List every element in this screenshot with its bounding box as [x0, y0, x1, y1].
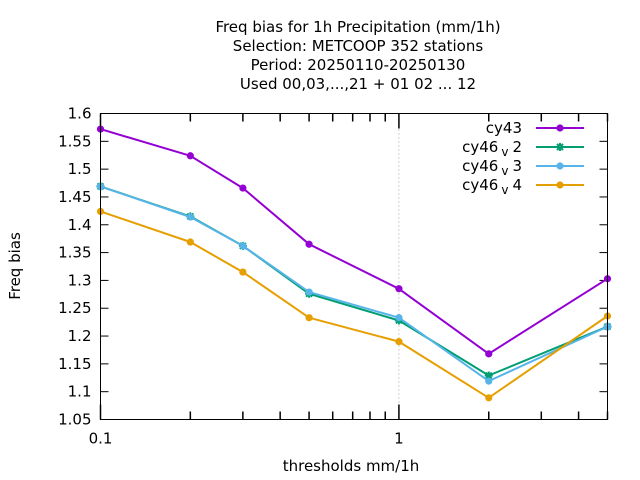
data-point [239, 242, 247, 250]
y-tick-label: 1.55 [58, 132, 91, 150]
y-tick-label: 1.3 [68, 271, 92, 289]
y-tick-label: 1.45 [58, 188, 91, 206]
data-point [186, 238, 194, 246]
series [96, 207, 612, 402]
data-point [485, 350, 493, 358]
data-point [395, 338, 403, 346]
series-line [100, 185, 608, 383]
y-tick-label: 1.35 [58, 244, 91, 262]
data-point [485, 377, 493, 385]
title-line-3: Period: 20250110-20250130 [251, 56, 466, 74]
series [96, 125, 612, 358]
x-axis-label: thresholds mm/1h [283, 457, 420, 475]
legend-entry: cy46 v 3 [462, 157, 584, 178]
y-tick-label: 1.1 [68, 383, 92, 401]
series-layer [96, 125, 612, 402]
x-tick-label: 1 [394, 430, 404, 448]
data-point [556, 143, 564, 151]
data-point [186, 152, 194, 160]
data-point [556, 181, 564, 189]
legend-label: cy43 [486, 119, 522, 137]
legend-label: cy46 v 2 [462, 138, 522, 159]
y-axis-ticks: 1.05 1.1 1.15 1.2 1.25 1.3 1.35 1.4 1.45 1.5 1.55 1… [58, 105, 608, 429]
y-tick-label: 1.15 [58, 355, 91, 373]
y-tick-label: 1.6 [68, 105, 92, 123]
legend-entry: cy46 v 4 [462, 176, 584, 197]
data-point [556, 124, 564, 132]
data-point [556, 162, 564, 170]
title-line-1: Freq bias for 1h Precipitation (mm/1h) [215, 18, 500, 36]
data-point [395, 314, 403, 322]
y-tick-label: 1.25 [58, 299, 91, 317]
series [96, 182, 612, 385]
y-tick-label: 1.4 [68, 216, 92, 234]
y-tick-label: 1.5 [68, 160, 92, 178]
legend-label: cy46 v 4 [462, 176, 522, 197]
plot-frame [100, 113, 608, 420]
chart-title: Freq bias for 1h Precipitation (mm/1h) S… [215, 18, 500, 93]
legend-entry: cy46 v 2 [462, 138, 584, 159]
data-point [186, 213, 194, 221]
data-point [305, 288, 313, 296]
legend-label: cy46 v 3 [462, 157, 522, 178]
title-line-4: Used 00,03,...,21 + 01 02 ... 12 [240, 75, 476, 93]
legend-entry: cy43 [486, 119, 584, 137]
y-axis-label: Freq bias [6, 232, 24, 300]
y-tick-label: 1.05 [58, 411, 91, 429]
data-point [239, 184, 247, 192]
x-axis-ticks: 0.1 1 [89, 113, 609, 448]
data-point [305, 240, 313, 248]
data-point [485, 394, 493, 402]
x-tick-label: 0.1 [89, 430, 113, 448]
data-point [239, 268, 247, 276]
title-line-2: Selection: METCOOP 352 stations [233, 37, 484, 55]
series-line [100, 185, 608, 377]
data-point [395, 285, 403, 293]
series-line [100, 128, 609, 355]
y-tick-label: 1.2 [68, 327, 92, 345]
data-point [305, 314, 313, 322]
